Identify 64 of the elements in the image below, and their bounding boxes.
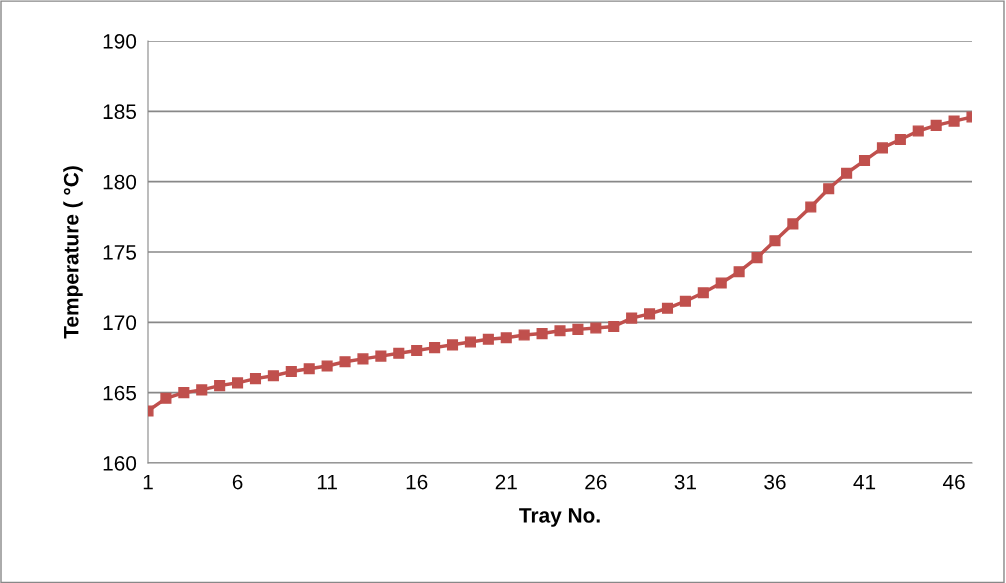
point xyxy=(805,201,817,213)
point xyxy=(930,119,942,131)
point xyxy=(876,142,888,154)
x-tick-label: 21 xyxy=(495,474,517,490)
x-tick-label: 1 xyxy=(143,474,153,490)
point xyxy=(626,312,638,324)
point xyxy=(858,155,871,167)
point xyxy=(339,356,351,368)
point xyxy=(321,360,333,372)
point xyxy=(429,342,441,354)
point xyxy=(446,339,459,351)
x-tick-label: 36 xyxy=(764,474,786,490)
point xyxy=(214,380,226,392)
y-axis-title: Temperature ( °C) xyxy=(63,166,83,339)
point xyxy=(285,366,297,378)
point xyxy=(303,363,315,375)
y-tick-label: 165 xyxy=(103,385,137,401)
point xyxy=(679,295,691,307)
point xyxy=(482,333,494,345)
point xyxy=(518,329,530,341)
point xyxy=(751,252,763,264)
point xyxy=(608,320,620,333)
point xyxy=(715,277,727,289)
point xyxy=(249,373,262,385)
point xyxy=(357,353,369,365)
point xyxy=(787,218,799,230)
x-axis-title: Tray No. xyxy=(519,508,600,527)
y-tick-label: 190 xyxy=(103,34,137,49)
point xyxy=(572,323,584,335)
point xyxy=(894,133,906,146)
point xyxy=(536,328,548,340)
point xyxy=(554,325,566,337)
point xyxy=(196,384,208,396)
point xyxy=(823,183,835,195)
y-tick-label: 170 xyxy=(103,315,137,331)
point xyxy=(697,287,709,299)
point xyxy=(393,347,405,359)
y-tick-label: 160 xyxy=(103,456,137,471)
point xyxy=(375,350,387,362)
x-tick-label: 41 xyxy=(853,474,876,490)
point xyxy=(178,387,190,399)
point xyxy=(500,332,512,344)
y-tick-label: 175 xyxy=(103,245,137,260)
point xyxy=(733,266,745,278)
y-tick-label: 180 xyxy=(103,174,137,190)
point xyxy=(912,125,924,137)
point xyxy=(267,370,279,382)
point xyxy=(464,336,476,348)
point xyxy=(769,235,781,247)
point xyxy=(644,308,656,320)
point xyxy=(948,115,960,127)
point xyxy=(160,392,172,404)
x-tick-label: 31 xyxy=(674,474,696,490)
point xyxy=(661,302,674,314)
x-tick-label: 6 xyxy=(232,474,243,490)
y-tick-label: 185 xyxy=(103,104,137,120)
point xyxy=(841,167,853,179)
x-tick-label: 26 xyxy=(585,474,607,490)
x-tick-label: 11 xyxy=(317,474,337,490)
x-tick-label: 46 xyxy=(942,474,965,490)
point xyxy=(411,344,423,357)
point xyxy=(590,322,602,334)
x-tick-label: 16 xyxy=(406,474,428,490)
point xyxy=(232,377,244,389)
